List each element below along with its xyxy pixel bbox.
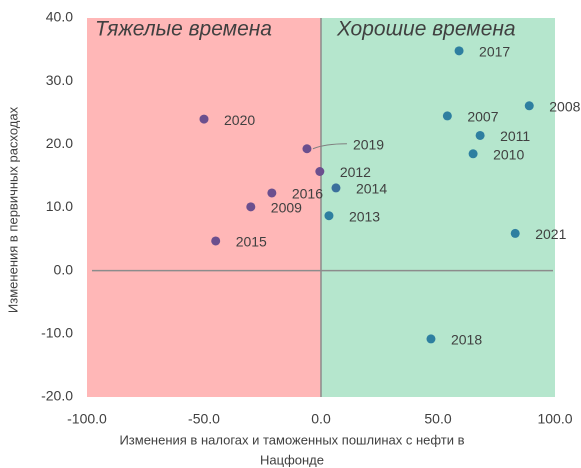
y-tick-label: -10.0 xyxy=(41,325,73,341)
point xyxy=(211,236,221,246)
point-label: 2021 xyxy=(535,226,566,242)
x-tick-label: -50.0 xyxy=(188,411,220,427)
point-label: 2008 xyxy=(549,99,580,115)
point-label: 2013 xyxy=(349,208,380,224)
annotation: Хорошие времена xyxy=(336,18,516,41)
point-label: 2011 xyxy=(500,128,530,144)
point-label: 2016 xyxy=(292,186,323,202)
point xyxy=(331,183,341,193)
x-tick-label: -100.0 xyxy=(67,411,107,427)
point xyxy=(426,334,436,344)
x-tick-label: 100.0 xyxy=(537,411,572,427)
point-label: 2007 xyxy=(467,109,498,125)
point xyxy=(199,114,209,124)
bad-region xyxy=(87,18,321,397)
point xyxy=(442,111,452,121)
y-axis-label: Изменения в первичных расходах xyxy=(5,106,20,313)
annotation: Тяжелые времена xyxy=(95,18,272,41)
point xyxy=(510,228,520,238)
point-label: 2009 xyxy=(271,200,302,216)
y-tick-label: 20.0 xyxy=(46,135,73,151)
x-axis-label: Нацфонде xyxy=(260,452,324,467)
point xyxy=(324,211,334,221)
point xyxy=(454,46,464,56)
leader-line xyxy=(312,143,347,150)
point-label: 2010 xyxy=(493,147,524,163)
y-tick-label: 30.0 xyxy=(46,72,73,88)
point xyxy=(267,188,277,198)
x-tick-label: 0.0 xyxy=(311,411,331,427)
point-label: 2014 xyxy=(356,181,387,197)
point-label: 2018 xyxy=(451,332,482,348)
point xyxy=(246,202,256,212)
point xyxy=(315,166,325,176)
point xyxy=(524,101,534,111)
y-tick-label: 40.0 xyxy=(46,9,73,25)
x-tick-label: 50.0 xyxy=(424,411,451,427)
good-region xyxy=(321,18,555,397)
y-tick-label: 0.0 xyxy=(54,261,74,277)
point-label: 2012 xyxy=(340,164,371,180)
x-axis-label: Изменения в налогах и таможенных пошлина… xyxy=(119,432,464,447)
point-label: 2019 xyxy=(353,136,384,152)
point xyxy=(475,130,485,140)
point-label: 2017 xyxy=(479,44,510,60)
y-tick-label: -20.0 xyxy=(41,388,73,404)
y-tick-label: 10.0 xyxy=(46,198,73,214)
point-label: 2020 xyxy=(224,112,255,128)
point xyxy=(468,149,478,159)
point xyxy=(302,144,312,154)
point-label: 2015 xyxy=(236,234,267,250)
